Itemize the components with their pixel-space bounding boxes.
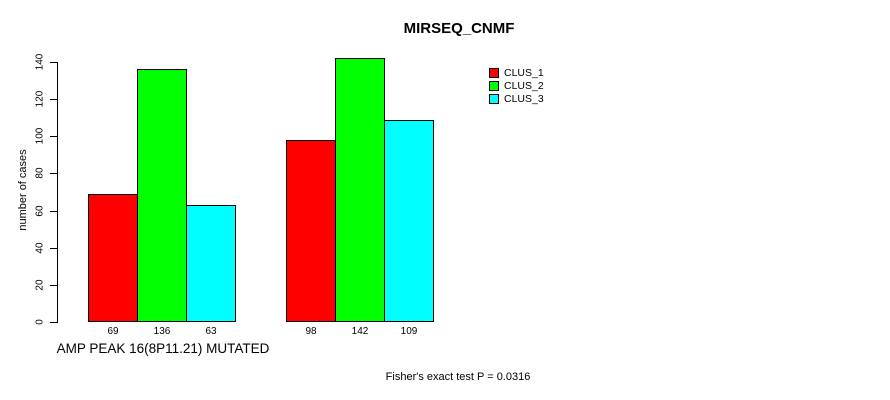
bar-clus_1-group1	[88, 194, 138, 322]
legend-label: CLUS_2	[504, 79, 544, 92]
y-tick-mark	[50, 99, 57, 101]
y-tick-label: 60	[34, 205, 46, 217]
y-tick-mark	[50, 173, 57, 175]
legend-swatch-clus_1	[489, 67, 499, 78]
y-tick-mark	[50, 62, 57, 63]
bar-value-label: 136	[153, 326, 171, 337]
bar-clus_2-group2	[335, 58, 385, 322]
y-tick-mark	[50, 247, 57, 249]
y-axis-label: number of cases	[17, 149, 29, 231]
legend-row: CLUS_1	[489, 66, 544, 79]
legend-swatch-clus_3	[489, 93, 499, 104]
bar-clus_1-group2	[286, 140, 336, 322]
chart-title: MIRSEQ_CNMF	[403, 20, 515, 37]
bar-value-label: 63	[205, 326, 217, 337]
y-tick-label: 140	[34, 53, 46, 71]
legend-row: CLUS_2	[489, 79, 544, 92]
bar-value-label: 69	[107, 326, 119, 337]
bar-clus_3-group1	[186, 205, 236, 322]
y-tick-mark	[50, 284, 57, 286]
bar-value-label: 109	[400, 326, 418, 337]
y-tick-mark	[50, 322, 57, 323]
legend-label: CLUS_3	[504, 92, 544, 105]
y-tick-mark	[50, 136, 57, 138]
y-tick-label: 40	[34, 242, 46, 254]
bar-clus_2-group1	[137, 69, 187, 322]
y-tick-label: 100	[34, 127, 46, 145]
legend-label: CLUS_1	[504, 66, 544, 79]
y-tick-label: 20	[34, 279, 46, 291]
legend-row: CLUS_3	[489, 92, 544, 105]
bar-value-label: 142	[351, 326, 369, 337]
y-tick-label: 0	[34, 319, 46, 325]
y-tick-label: 80	[34, 167, 46, 179]
legend: CLUS_1 CLUS_2 CLUS_3	[489, 66, 544, 105]
bar-clus_3-group2	[384, 120, 434, 322]
fisher-test-annotation: Fisher's exact test P = 0.0316	[385, 371, 531, 383]
y-tick-mark	[50, 210, 57, 212]
bar-value-label: 98	[305, 326, 317, 337]
x-axis-group-label: AMP PEAK 16(8P11.21) MUTATED	[56, 341, 270, 356]
y-tick-label: 120	[34, 90, 46, 108]
y-axis-line	[57, 62, 58, 323]
legend-swatch-clus_2	[489, 80, 499, 91]
